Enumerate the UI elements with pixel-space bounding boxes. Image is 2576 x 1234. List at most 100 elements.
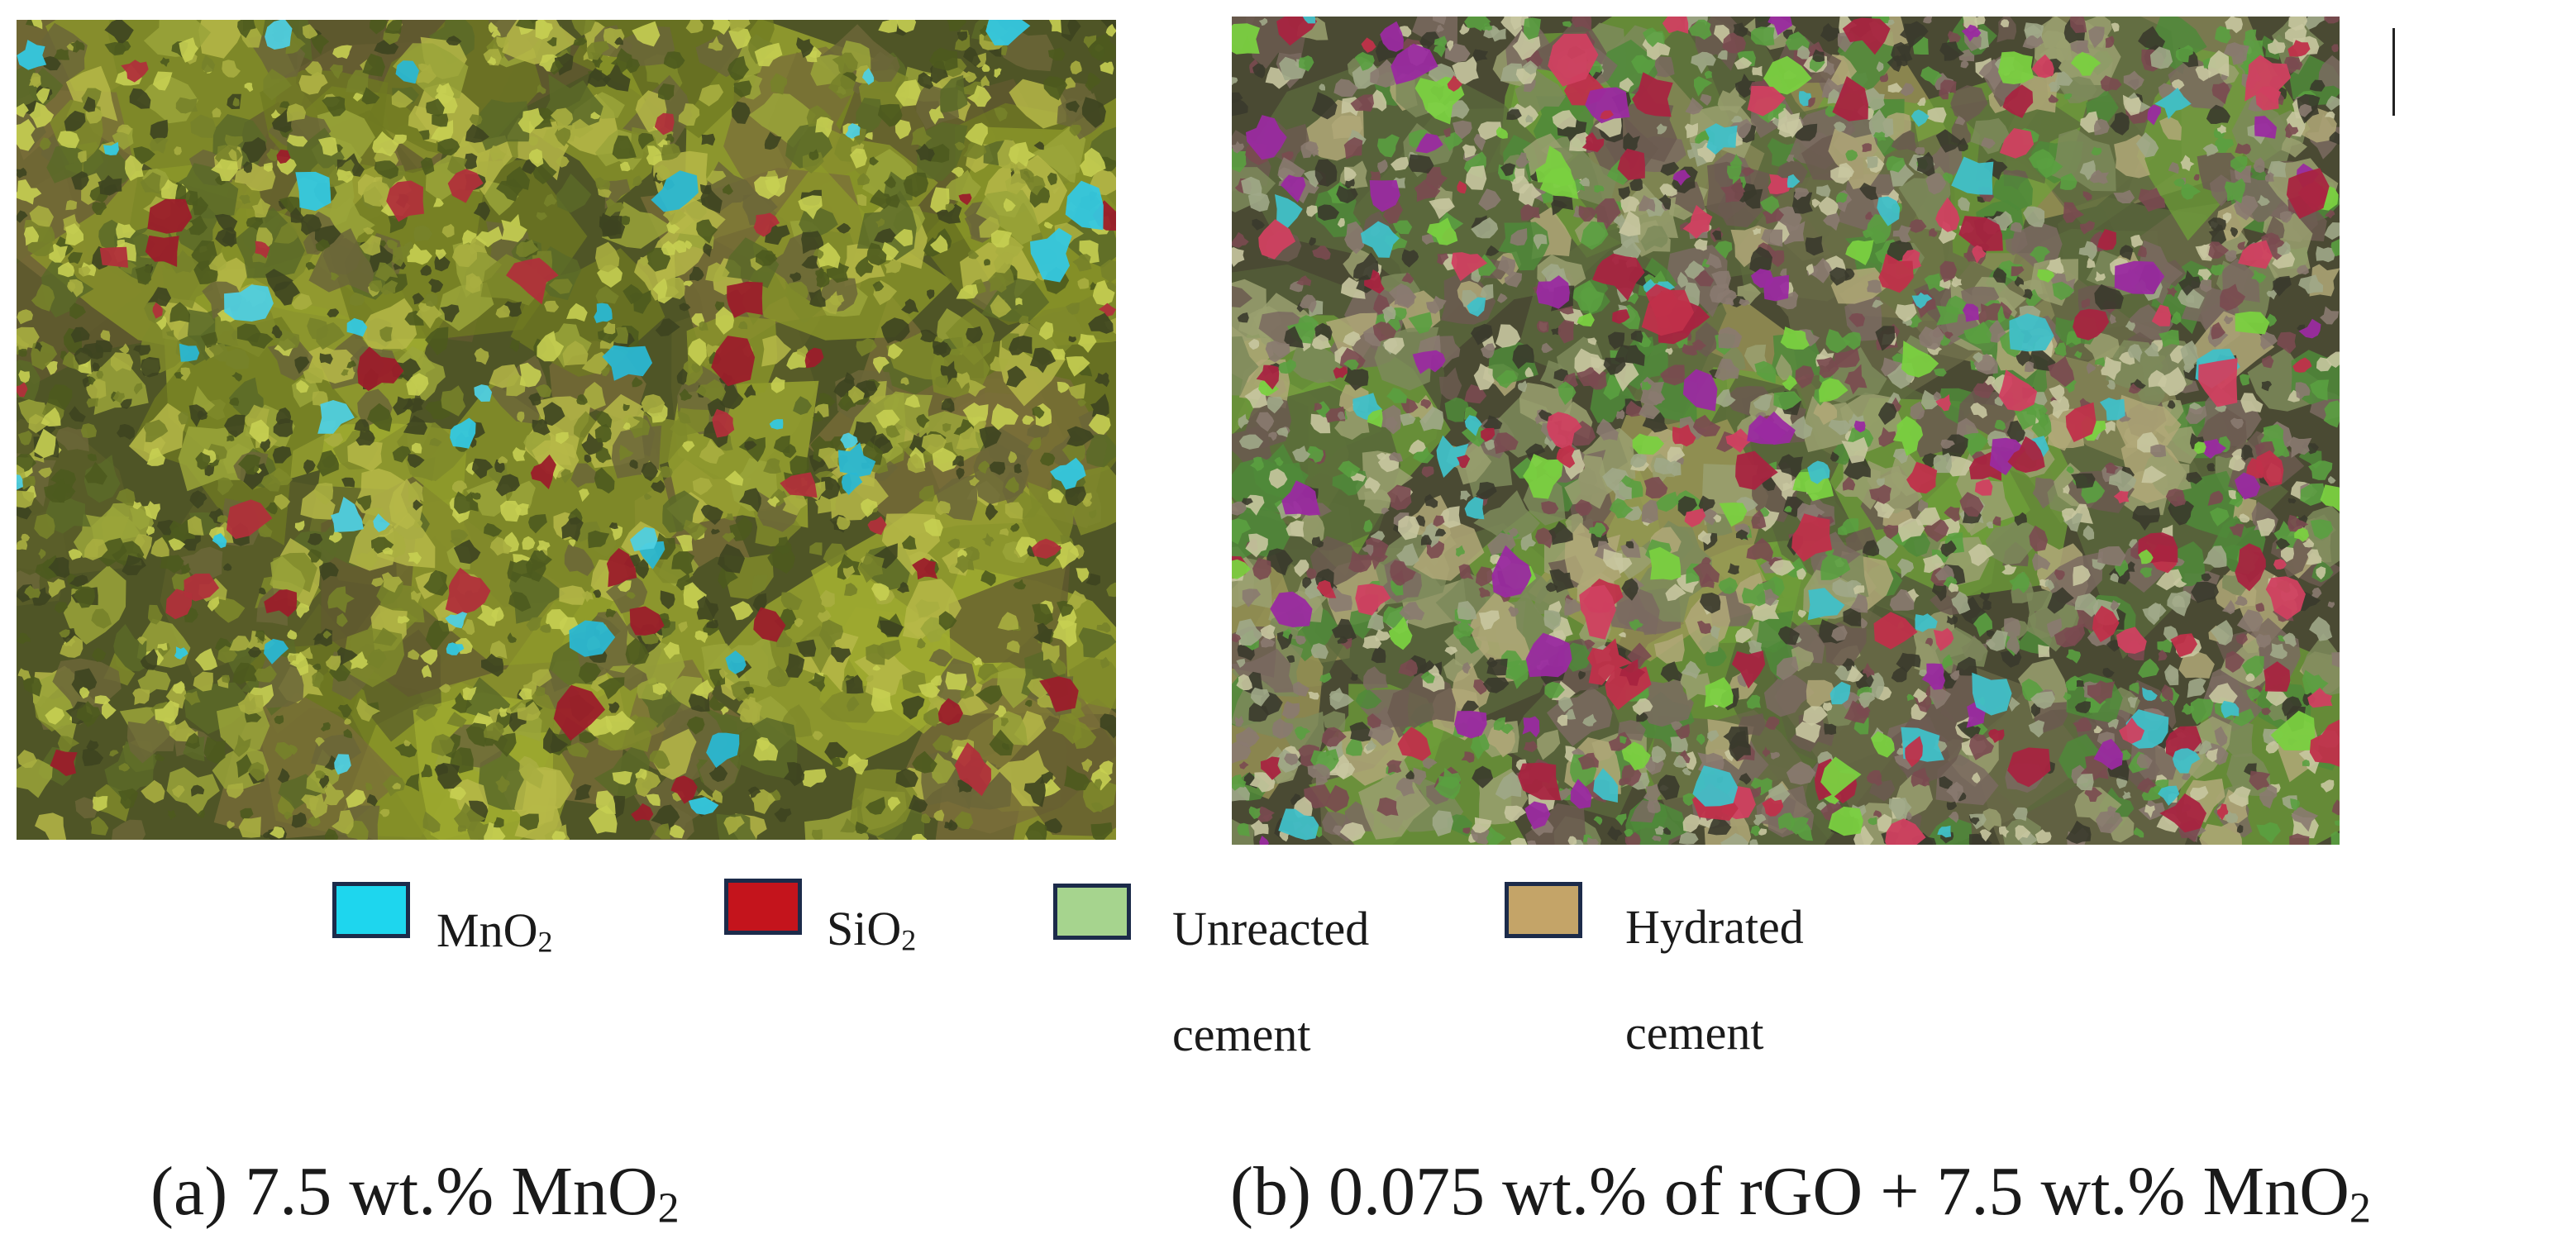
texture-blob xyxy=(2309,616,2333,641)
texture-blob xyxy=(683,519,708,541)
texture-blob xyxy=(1665,347,1673,355)
texture-blob xyxy=(1496,369,1518,388)
texture-blob xyxy=(705,262,730,283)
texture-blob xyxy=(798,195,823,220)
texture-blob xyxy=(2101,356,2121,381)
texture-blob xyxy=(2211,264,2225,276)
texture-blob xyxy=(731,101,751,124)
texture-blob xyxy=(1262,812,1273,822)
texture-blob xyxy=(1865,212,1873,220)
texture-blob xyxy=(566,742,589,758)
texture-blob xyxy=(1723,727,1749,750)
texture-blob xyxy=(1682,369,1718,412)
texture-blob xyxy=(1787,118,1804,138)
texture-blob xyxy=(201,55,216,74)
texture-blob xyxy=(232,662,258,685)
texture-blob xyxy=(1043,222,1053,229)
texture-blob xyxy=(544,300,560,312)
texture-blob xyxy=(1640,226,1668,251)
texture-blob xyxy=(405,773,420,792)
texture-blob xyxy=(1913,688,1928,703)
texture-blob xyxy=(247,646,262,658)
texture-blob xyxy=(237,20,256,39)
texture-blob xyxy=(2210,620,2234,646)
texture-blob xyxy=(1456,545,1465,557)
texture-blob xyxy=(571,20,596,36)
texture-blob xyxy=(1759,195,1780,215)
texture-blob xyxy=(1849,312,1865,327)
texture-blob xyxy=(2037,269,2055,283)
texture-blob xyxy=(967,249,980,260)
texture-blob xyxy=(2327,601,2335,608)
texture-blob xyxy=(1424,493,1438,508)
texture-blob xyxy=(1942,172,1953,184)
texture-blob xyxy=(1641,289,1695,336)
texture-blob xyxy=(274,222,298,244)
texture-blob xyxy=(900,377,909,386)
texture-blob xyxy=(18,369,31,384)
texture-blob xyxy=(1735,529,1748,541)
texture-blob xyxy=(1829,267,1850,286)
texture-blob xyxy=(1905,588,1920,603)
texture-blob xyxy=(981,532,995,547)
texture-blob xyxy=(703,243,713,258)
texture-blob xyxy=(1698,495,1715,513)
texture-blob xyxy=(266,148,279,162)
texture-blob xyxy=(1044,817,1063,834)
texture-blob xyxy=(540,623,551,633)
texture-blob xyxy=(1944,506,1960,522)
texture-blob xyxy=(1337,636,1348,644)
texture-blob xyxy=(1399,602,1425,621)
texture-blob xyxy=(594,303,613,323)
texture-blob xyxy=(470,492,481,500)
texture-blob xyxy=(87,453,98,461)
texture-blob xyxy=(747,786,761,798)
texture-blob xyxy=(1464,17,1491,31)
legend-label-sio2: SiO2 xyxy=(827,902,917,957)
texture-blob xyxy=(1829,451,1839,462)
texture-blob xyxy=(2048,81,2061,93)
texture-blob xyxy=(2302,759,2310,767)
texture-blob xyxy=(1846,665,1864,683)
texture-blob xyxy=(1787,174,1801,188)
texture-blob xyxy=(594,423,612,443)
texture-blob xyxy=(2273,559,2287,569)
texture-blob xyxy=(1659,183,1677,197)
texture-blob xyxy=(865,380,887,405)
texture-blob xyxy=(2269,643,2287,660)
texture-blob xyxy=(363,181,393,207)
texture-blob xyxy=(17,474,23,490)
texture-blob xyxy=(141,779,165,803)
texture-blob xyxy=(870,189,892,209)
texture-blob xyxy=(2230,155,2248,173)
texture-blob xyxy=(1963,433,1989,456)
texture-blob xyxy=(465,722,488,747)
texture-blob xyxy=(629,290,651,314)
texture-blob xyxy=(2074,593,2099,617)
texture-blob xyxy=(1701,556,1711,564)
texture-blob xyxy=(451,480,468,494)
texture-blob xyxy=(1523,17,1541,44)
texture-blob xyxy=(1451,252,1488,282)
texture-blob xyxy=(1905,811,1912,821)
texture-blob xyxy=(1876,61,1884,73)
texture-blob xyxy=(35,559,56,580)
texture-blob xyxy=(989,729,1014,756)
texture-blob xyxy=(103,141,119,155)
texture-blob xyxy=(348,651,370,669)
texture-blob xyxy=(619,445,634,461)
texture-blob xyxy=(1284,326,1304,349)
texture-blob xyxy=(1245,115,1287,160)
texture-blob xyxy=(610,48,633,74)
texture-blob xyxy=(17,118,36,151)
texture-blob xyxy=(1282,628,1291,640)
texture-blob xyxy=(50,749,78,776)
texture-blob xyxy=(1268,431,1277,441)
texture-blob xyxy=(1769,560,1795,576)
texture-blob xyxy=(2254,116,2278,139)
texture-blob xyxy=(661,143,681,161)
texture-blob xyxy=(379,808,390,817)
texture-blob xyxy=(2330,239,2340,257)
texture-blob xyxy=(1066,303,1080,315)
texture-blob xyxy=(1586,836,1600,845)
